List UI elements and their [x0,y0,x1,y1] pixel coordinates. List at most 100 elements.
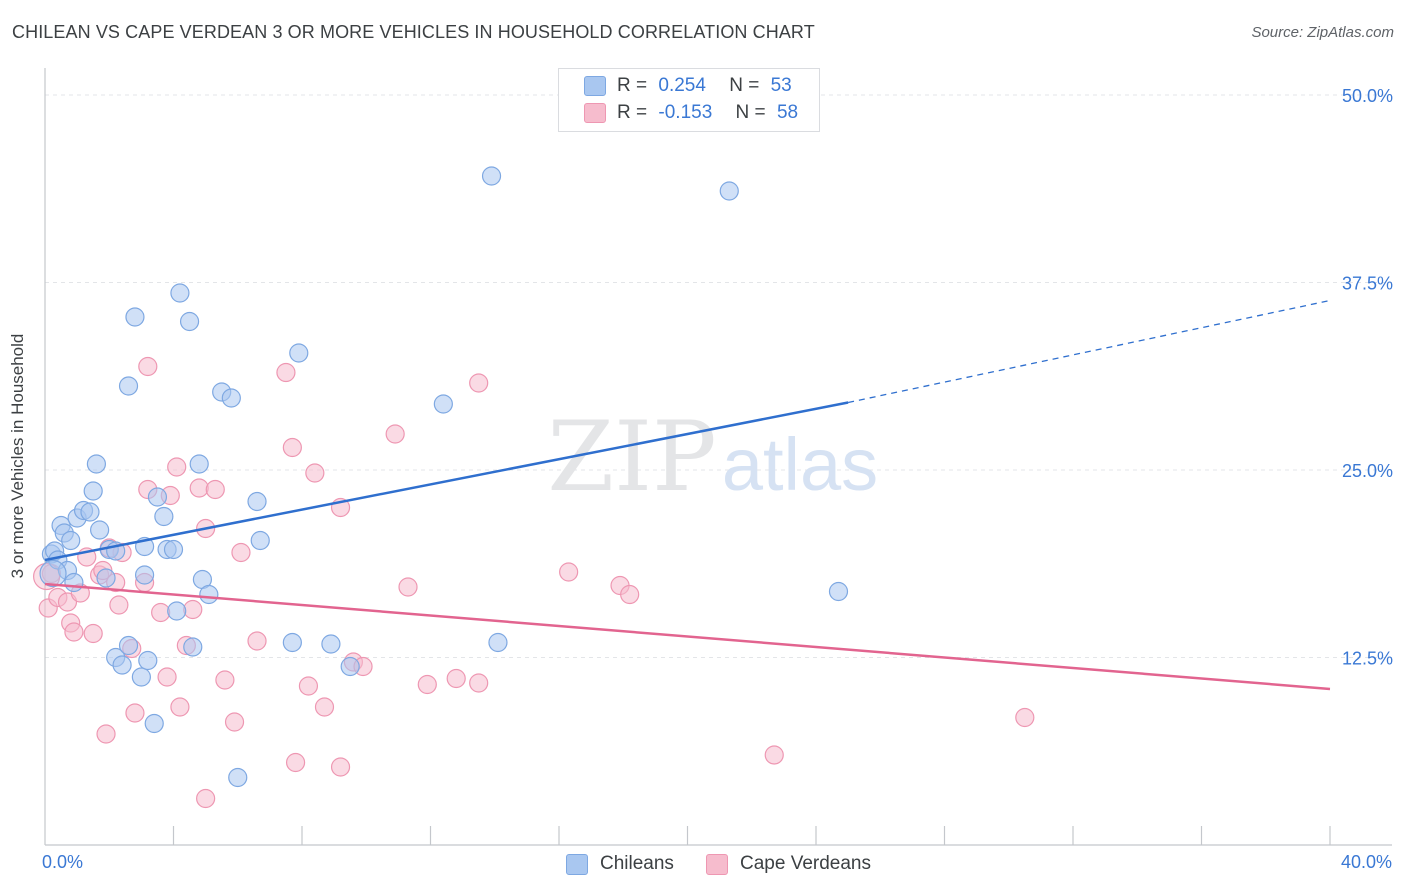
legend-swatch-chileans [584,76,606,96]
cape-verdean-point [167,457,187,477]
chilean-point [228,767,248,788]
legend-n-label: N = [735,102,766,123]
chilean-point [488,632,508,653]
chilean-point [340,656,360,677]
legend-swatch-cape-verdeans [584,103,606,123]
legend-r-label: R = [617,102,648,123]
x-tick-min: 0.0% [42,852,84,872]
chilean-point [183,637,203,657]
chileans-trend-line [44,401,849,562]
bottom-swatch-chileans [566,853,588,875]
chilean-point [118,635,139,656]
cape-verdean-point [620,584,640,605]
chilean-point [163,539,184,560]
cape-verdean-point [231,542,251,563]
bottom-legend-cape-verdeans: Cape Verdeans [706,851,871,877]
chilean-point [125,307,145,327]
cape-verdean-point [109,595,129,615]
cape-verdean-point [247,631,267,651]
cape-verdean-point [64,622,84,642]
chilean-point [144,713,164,734]
chilean-point [96,568,116,588]
legend-r-value: -0.153 [658,102,713,123]
cape-verdean-point [183,599,203,620]
y-axis-label: 3 or more Vehicles in Household [8,333,27,579]
cape-verdeans-trend-line [44,582,1331,691]
chilean-point [247,491,267,512]
chilean-point [433,394,453,414]
watermark: ZIP atlas [547,401,878,513]
chilean-point [828,581,849,602]
gridlines [45,94,1392,658]
y-tick-label-3: 50.0% [1342,86,1393,106]
cape-verdean-point [96,724,116,744]
bottom-swatch-cape-verdeans [706,853,728,875]
y-tick-label-1: 25.0% [1342,461,1393,481]
cape-verdeans-points [33,356,1035,809]
cape-verdean-point [276,362,296,383]
y-tick-label-2: 37.5% [1342,274,1393,294]
chilean-point [39,559,67,588]
chilean-point [289,343,309,363]
cape-verdean-point [417,674,437,695]
cape-verdean-point [285,752,306,773]
chilean-point [138,650,158,671]
legend-text-cape-verdeans: R = -0.153 N = 58 [617,102,798,124]
cape-verdean-point [1015,707,1035,728]
chilean-point [250,530,270,551]
cape-verdean-point [282,437,302,458]
cape-verdean-point [224,712,245,732]
bottom-legend-label-cape-verdeans: Cape Verdeans [740,853,871,874]
cape-verdean-point [305,463,325,483]
chilean-point [118,376,139,396]
chilean-point [321,634,341,654]
chileans-points [39,166,849,788]
chilean-point [170,283,190,303]
bottom-legend-chileans: Chileans [566,851,674,877]
source-credit: Source: ZipAtlas.com [1251,24,1394,41]
chilean-point [80,502,100,522]
chilean-point [154,506,174,527]
chilean-point [199,584,219,605]
correlation-legend: R = 0.254 N = 53 R = -0.153 N = 58 [558,68,820,132]
chilean-point [131,667,151,687]
chilean-point [86,454,107,474]
cape-verdean-point [469,373,489,393]
chilean-point [221,388,241,408]
cape-verdean-point [189,478,209,498]
chart-title: CHILEAN VS CAPE VERDEAN 3 OR MORE VEHICL… [12,22,815,42]
chilean-point [167,601,187,621]
legend-n-label: N = [729,75,760,96]
chilean-point [134,565,155,585]
chilean-point [64,572,84,593]
cape-verdean-point [215,670,235,690]
cape-verdean-point [385,424,405,444]
cape-verdean-point [764,745,784,765]
y-tick-labels: 12.5% 25.0% 37.5% 50.0% [1342,86,1393,669]
chilean-point [147,487,168,507]
chilean-point [179,311,200,332]
cape-verdean-point [398,577,418,597]
legend-n-value: 53 [770,75,792,96]
y-tick-label-0: 12.5% [1342,649,1393,669]
axes [44,68,1392,846]
cape-verdean-point [157,667,177,687]
cape-verdean-point [298,676,319,696]
cape-verdean-point [151,602,171,623]
bottom-legend-label-chileans: Chileans [600,853,674,874]
cape-verdean-point [196,788,216,809]
watermark-atlas: atlas [722,423,878,506]
chilean-point [481,166,502,186]
chilean-point [90,520,110,540]
chilean-point [61,530,81,551]
chilean-point [112,655,132,675]
legend-text-chileans: R = 0.254 N = 53 [617,75,792,97]
legend-r-label: R = [617,75,648,96]
chilean-point [719,181,739,201]
legend-n-value: 58 [776,102,799,123]
cape-verdean-point [446,668,466,689]
chileans-trend-extension [847,299,1331,404]
chilean-point [282,632,302,653]
cape-verdean-point [330,757,351,777]
